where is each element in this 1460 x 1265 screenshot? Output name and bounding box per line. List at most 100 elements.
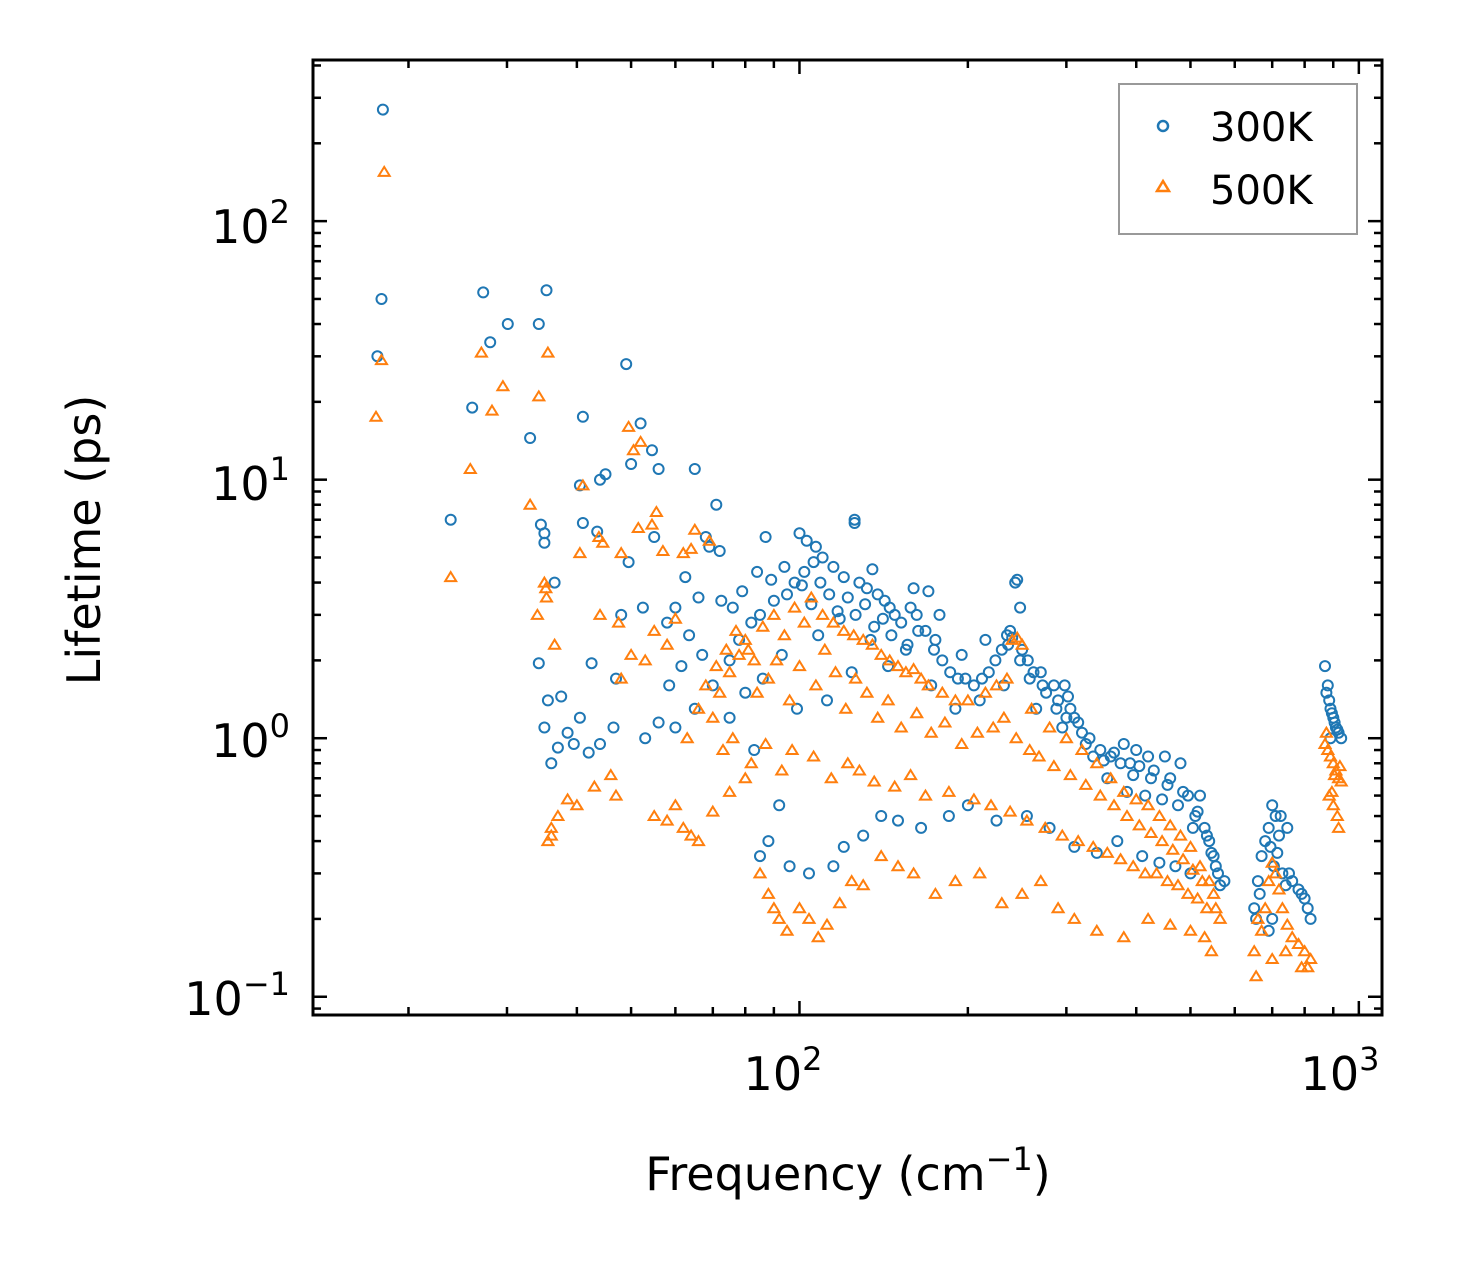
data-point-500k <box>1327 768 1342 781</box>
data-point-300k <box>831 605 844 618</box>
data-point-500k <box>569 798 585 811</box>
data-point-500k <box>801 911 817 924</box>
data-point-500k <box>1085 839 1101 852</box>
data-point-500k <box>1162 917 1178 930</box>
data-point-500k <box>836 623 852 636</box>
data-point-300k <box>1172 799 1184 812</box>
data-point-300k <box>1286 875 1299 888</box>
data-point-300k <box>1153 856 1166 869</box>
data-point-500k <box>937 715 953 728</box>
data-point-300k <box>944 666 957 679</box>
data-point-300k <box>922 585 935 598</box>
data-point-300k <box>892 814 904 827</box>
data-point-300k <box>759 531 772 543</box>
data-point-300k <box>942 810 955 822</box>
data-point-300k <box>853 576 866 589</box>
data-point-500k <box>1254 923 1269 936</box>
data-point-300k <box>907 582 920 595</box>
data-point-500k <box>575 478 591 491</box>
data-point-300k <box>959 672 972 685</box>
data-point-300k <box>594 738 606 750</box>
data-point-500k <box>890 659 906 672</box>
data-point-300k <box>849 608 862 621</box>
data-point-300k <box>636 601 649 614</box>
data-point-300k <box>1262 821 1275 834</box>
data-point-300k <box>582 746 595 759</box>
data-point-300k <box>648 531 661 543</box>
data-point-300k <box>1320 686 1333 699</box>
data-point-500k <box>1180 886 1196 899</box>
data-point-500k <box>1280 917 1295 930</box>
data-point-500k <box>928 886 943 899</box>
data-point-300k <box>1111 835 1124 848</box>
data-point-300k <box>1271 846 1284 859</box>
data-point-300k <box>1147 764 1160 777</box>
data-point-500k <box>1248 969 1264 982</box>
data-point-500k <box>676 820 691 833</box>
data-point-300k <box>532 318 545 330</box>
data-point-500k <box>603 768 619 781</box>
data-point-300k <box>715 594 728 607</box>
data-point-300k <box>901 638 914 651</box>
data-point-300k <box>827 860 840 873</box>
data-point-500k <box>1055 828 1070 841</box>
data-point-500k <box>623 647 639 660</box>
data-point-500k <box>522 497 538 510</box>
data-point-300k <box>1283 867 1295 880</box>
data-point-300k <box>888 608 901 621</box>
data-point-500k <box>637 653 653 666</box>
data-point-300k <box>561 726 574 739</box>
data-point-300k <box>1174 757 1187 770</box>
data-point-300k <box>1273 829 1285 842</box>
data-point-500k <box>1089 756 1105 769</box>
data-point-500k <box>983 798 999 811</box>
data-point-500k <box>1297 944 1312 957</box>
data-point-300k <box>1212 867 1224 880</box>
data-point-500k <box>626 443 641 456</box>
data-point-500k <box>725 731 741 744</box>
data-point-300k <box>805 598 818 611</box>
data-point-500k <box>722 665 737 678</box>
data-point-500k <box>855 878 871 891</box>
data-point-500k <box>865 637 880 650</box>
data-point-300k <box>1292 883 1305 896</box>
data-point-500k <box>608 788 624 801</box>
data-point-500k <box>832 896 847 909</box>
data-point-500k <box>722 784 737 797</box>
data-point-300k <box>933 608 946 621</box>
data-point-300k <box>675 660 688 673</box>
data-point-300k <box>538 721 551 734</box>
data-point-500k <box>1330 809 1345 821</box>
data-point-300k <box>585 657 598 670</box>
data-point-500k <box>859 685 875 698</box>
data-point-500k <box>1140 911 1156 924</box>
data-point-500k <box>649 505 664 517</box>
data-point-500k <box>1183 839 1198 852</box>
data-point-500k <box>709 659 724 672</box>
data-point-300k <box>951 672 964 685</box>
data-point-500k <box>646 623 662 636</box>
data-point-300k <box>1194 789 1206 802</box>
data-point-300k <box>1011 573 1024 586</box>
data-point-300k <box>599 468 612 481</box>
data-point-300k <box>1253 887 1266 900</box>
data-point-500k <box>1022 743 1037 755</box>
data-point-500k <box>1004 632 1020 645</box>
data-point-300k <box>1266 912 1279 925</box>
data-point-300k <box>767 594 780 607</box>
data-point-300k <box>1266 799 1279 812</box>
data-point-500k <box>631 521 646 533</box>
data-point-300k <box>555 690 568 703</box>
data-point-500k <box>705 804 721 817</box>
data-point-300k <box>827 560 840 573</box>
data-point-500k <box>655 544 671 556</box>
data-point-500k <box>797 615 812 628</box>
data-point-300k <box>688 463 701 475</box>
series-500k-points <box>368 164 1349 982</box>
data-point-300k <box>540 284 553 297</box>
data-point-500k <box>1089 923 1105 936</box>
data-point-500k <box>1208 901 1224 914</box>
data-point-500k <box>1119 809 1135 821</box>
data-point-300k <box>1321 679 1334 692</box>
data-point-500k <box>1037 820 1053 833</box>
